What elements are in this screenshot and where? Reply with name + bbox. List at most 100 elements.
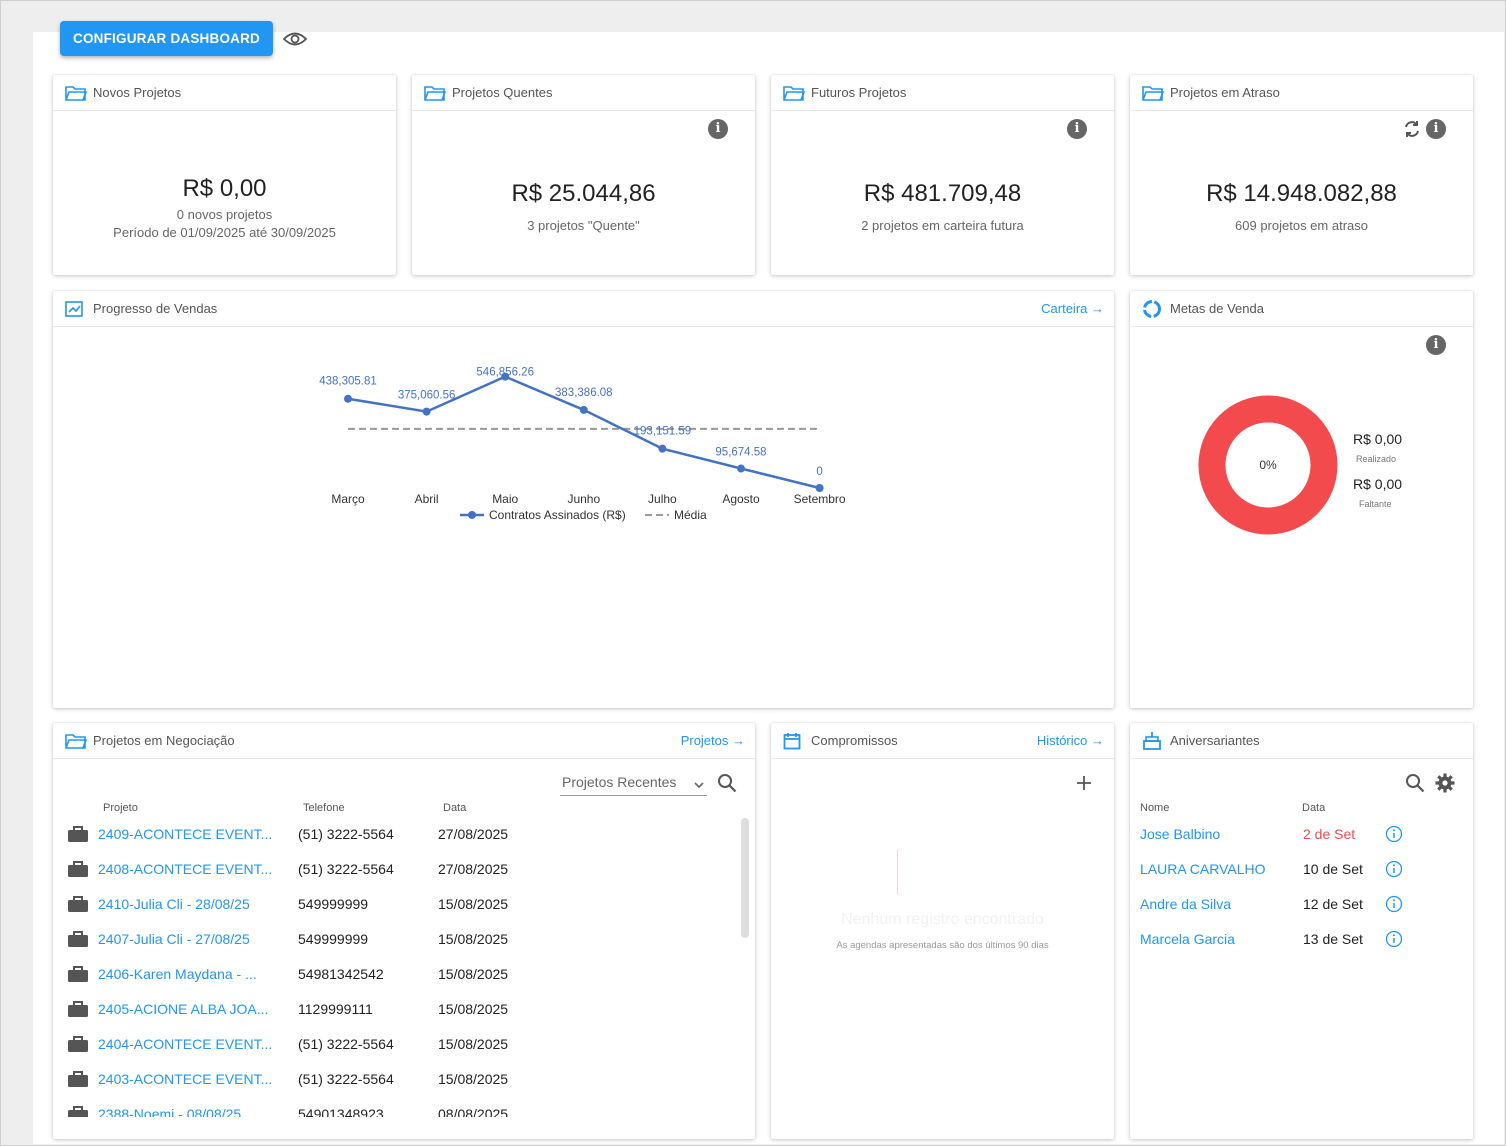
legend-marker-contratos	[468, 511, 476, 519]
project-phone: 54981342542	[298, 966, 384, 982]
data-point	[815, 484, 824, 492]
appointments-card: Compromissos Histórico → Nenhum registro…	[771, 723, 1114, 1139]
list-item: Marcela Garcia 13 de Set	[1130, 922, 1473, 957]
project-name[interactable]: 2410-Julia Cli - 28/08/25	[98, 896, 250, 912]
card-header: Aniversariantes	[1130, 723, 1473, 759]
birthdays-card: Aniversariantes Nome Data Jose Balbino 2 …	[1130, 723, 1473, 1139]
filter-select-value: Projetos Recentes	[562, 774, 677, 790]
data-label: 375,060.56	[398, 390, 456, 402]
add-icon[interactable]	[1075, 774, 1093, 797]
search-icon[interactable]	[717, 773, 737, 798]
person-name[interactable]: LAURA CARVALHO	[1140, 861, 1266, 877]
project-date: 15/08/2025	[438, 966, 509, 982]
card-title: Projetos em Atraso	[1170, 85, 1280, 100]
search-icon[interactable]	[1405, 773, 1425, 798]
info-outline-icon[interactable]	[1385, 860, 1403, 881]
data-point	[658, 444, 667, 453]
person-name[interactable]: Jose Balbino	[1140, 826, 1221, 842]
donut-chart-icon	[1142, 299, 1164, 318]
legend-label-contratos: Contratos Assinados (R$)	[489, 508, 626, 522]
birthday-date: 12 de Set	[1303, 896, 1363, 912]
x-tick-label: Abril	[415, 492, 439, 506]
faltante-label: Faltante	[1359, 499, 1392, 509]
card-header: Progresso de Vendas Carteira →	[53, 291, 1114, 327]
project-name[interactable]: 2403-ACONTECE EVENT...	[98, 1071, 273, 1087]
data-point	[579, 405, 588, 414]
briefcase-icon	[67, 825, 89, 846]
donut-percent: 0%	[1259, 458, 1277, 472]
info-icon[interactable]: i	[708, 119, 728, 139]
column-header-nome: Nome	[1140, 802, 1170, 814]
project-name[interactable]: 2408-ACONTECE EVENT...	[98, 861, 273, 877]
project-name[interactable]: 2409-ACONTECE EVENT...	[98, 826, 273, 842]
info-outline-icon[interactable]	[1385, 895, 1403, 916]
list-item: LAURA CARVALHO 10 de Set	[1130, 852, 1473, 887]
project-name[interactable]: 2388-Noemi - 08/08/25	[98, 1106, 242, 1117]
carteira-link[interactable]: Carteira →	[1041, 301, 1104, 316]
table-row[interactable]: 2403-ACONTECE EVENT... (51) 3222-5564 15/0…	[53, 1062, 733, 1097]
person-name[interactable]: Andre da Silva	[1140, 896, 1232, 912]
card-title: Projetos Quentes	[452, 85, 553, 100]
birthday-date: 2 de Set	[1303, 826, 1356, 842]
project-date: 15/08/2025	[438, 1036, 509, 1052]
folder-icon	[65, 84, 87, 102]
legend-label-media: Média	[674, 508, 707, 522]
x-tick-label: Março	[331, 492, 365, 506]
card-header: Projetos em Atraso	[1130, 75, 1473, 111]
table-row[interactable]: 2410-Julia Cli - 28/08/25 549999999 15/08/…	[53, 887, 733, 922]
info-icon[interactable]: i	[1426, 335, 1446, 355]
cake-icon	[1142, 731, 1164, 750]
data-point	[501, 372, 510, 381]
table-row[interactable]: 2388-Noemi - 08/08/25 54901348923 08/08/20…	[53, 1097, 733, 1117]
project-phone: 549999999	[298, 931, 369, 947]
configure-dashboard-button[interactable]: CONFIGURAR DASHBOARD	[60, 21, 273, 56]
data-label: 438,305.81	[319, 376, 377, 388]
scrollbar[interactable]	[741, 818, 749, 938]
empty-state-divider	[897, 850, 898, 894]
project-name[interactable]: 2404-ACONTECE EVENT...	[98, 1036, 273, 1052]
project-name[interactable]: 2407-Julia Cli - 27/08/25	[98, 931, 250, 947]
project-date: 15/08/2025	[438, 931, 509, 947]
kpi-card-projetos-em-atraso: Projetos em Atraso i R$ 14.948.082,88 60…	[1130, 75, 1473, 275]
info-outline-icon[interactable]	[1385, 930, 1403, 951]
person-name[interactable]: Marcela Garcia	[1140, 931, 1235, 947]
refresh-icon[interactable]	[1402, 119, 1422, 144]
briefcase-icon	[67, 1070, 89, 1091]
info-outline-icon[interactable]	[1385, 825, 1403, 846]
data-label: 546,856.26	[476, 367, 534, 379]
table-row[interactable]: 2407-Julia Cli - 27/08/25 549999999 15/08/…	[53, 922, 733, 957]
eye-icon[interactable]	[283, 27, 307, 51]
sales-progress-card: Progresso de Vendas Carteira → 438,305.8…	[53, 291, 1114, 708]
table-row[interactable]: 2409-ACONTECE EVENT... (51) 3222-5564 27/0…	[53, 817, 733, 852]
data-point	[422, 407, 431, 416]
historico-link[interactable]: Histórico →	[1036, 733, 1104, 748]
filter-select[interactable]: Projetos Recentes	[560, 774, 707, 796]
briefcase-icon	[67, 965, 89, 986]
table-row[interactable]: 2406-Karen Maydana - ... 54981342542 15/08…	[53, 957, 733, 992]
table-row[interactable]: 2404-ACONTECE EVENT... (51) 3222-5564 15/0…	[53, 1027, 733, 1062]
kpi-value: R$ 25.044,86	[511, 180, 656, 207]
faltante-value: R$ 0,00	[1353, 476, 1403, 492]
column-header-data: Data	[1302, 802, 1326, 814]
kpi-subtitle: 3 projetos "Quente"	[527, 218, 640, 233]
kpi-period: Período de 01/09/2025 até 30/09/2025	[113, 225, 336, 240]
project-name[interactable]: 2405-ACIONE ALBA JOA...	[98, 1001, 269, 1017]
project-phone: (51) 3222-5564	[298, 1071, 394, 1087]
data-point	[737, 464, 745, 473]
table-row[interactable]: 2408-ACONTECE EVENT... (51) 3222-5564 27/0…	[53, 852, 733, 887]
list-item: Andre da Silva 12 de Set	[1130, 887, 1473, 922]
info-icon[interactable]: i	[1426, 119, 1446, 139]
gear-icon[interactable]	[1434, 772, 1456, 799]
project-name[interactable]: 2406-Karen Maydana - ...	[98, 966, 257, 982]
project-date: 08/08/2025	[438, 1106, 509, 1117]
goal-donut: 0%	[1198, 395, 1338, 535]
table-row[interactable]: 2405-ACIONE ALBA JOA... 1129999111 15/08/2…	[53, 992, 733, 1027]
info-icon[interactable]: i	[1067, 119, 1087, 139]
top-toolbar: CONFIGURAR DASHBOARD	[60, 21, 307, 56]
negotiation-table-body: 2409-ACONTECE EVENT... (51) 3222-5564 27/0…	[53, 817, 733, 1117]
x-tick-label: Junho	[567, 492, 600, 506]
kpi-subtitle: 0 novos projetos	[176, 207, 273, 222]
project-date: 27/08/2025	[438, 826, 509, 842]
projetos-link[interactable]: Projetos →	[680, 733, 745, 748]
project-phone: (51) 3222-5564	[298, 1036, 394, 1052]
